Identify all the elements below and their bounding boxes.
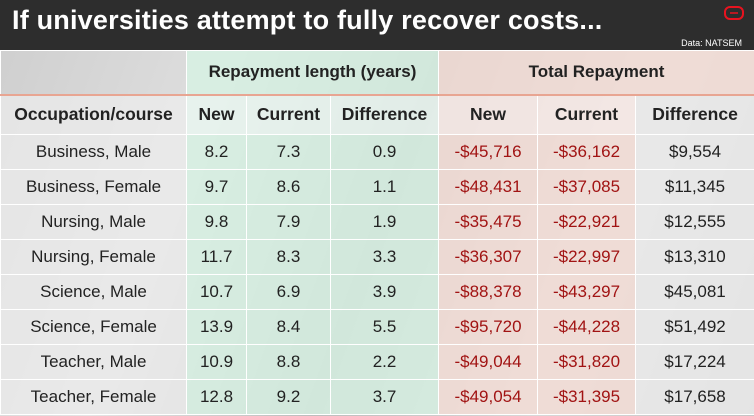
length-current-cell: 8.8 <box>246 344 331 380</box>
occupation-cell: Teacher, Male <box>0 344 187 380</box>
repayment-new-cell: -$35,475 <box>438 204 539 240</box>
repayment-difference-cell: $11,345 <box>635 169 754 205</box>
group-header-total-repayment: Total Repayment <box>438 50 754 95</box>
repayment-difference-cell: $13,310 <box>635 239 754 275</box>
length-new-cell: 10.7 <box>186 274 247 310</box>
column-header-repayment-current: Current <box>537 93 637 135</box>
repayment-difference-cell: $17,224 <box>635 344 754 380</box>
length-difference-cell: 2.2 <box>329 344 440 380</box>
column-header-length-new: New <box>186 93 247 135</box>
length-current-cell: 8.6 <box>246 169 331 205</box>
repayment-difference-cell: $45,081 <box>635 274 754 310</box>
occupation-cell: Science, Female <box>0 309 187 345</box>
length-new-cell: 9.8 <box>186 204 247 240</box>
repayment-current-cell: -$22,921 <box>537 204 637 240</box>
repayment-current-cell: -$31,820 <box>537 344 637 380</box>
table-row: Business, Male 8.2 7.3 0.9 -$45,716 -$36,162 $… <box>0 134 754 170</box>
column-header-repayment-new: New <box>438 93 539 135</box>
repayment-new-cell: -$45,716 <box>438 134 539 170</box>
header-bar: If universities attempt to fully recover… <box>0 0 754 50</box>
repayment-table: Repayment length (years) Total Repayment… <box>0 50 754 415</box>
column-header-length-difference: Difference <box>329 93 440 135</box>
length-current-cell: 7.3 <box>246 134 331 170</box>
length-current-cell: 8.3 <box>246 239 331 275</box>
repayment-current-cell: -$37,085 <box>537 169 637 205</box>
repayment-difference-cell: $17,658 <box>635 379 754 415</box>
length-difference-cell: 1.9 <box>329 204 440 240</box>
logo-icon <box>724 6 744 20</box>
column-header-occupation: Occupation/course <box>0 93 187 135</box>
length-current-cell: 8.4 <box>246 309 331 345</box>
table-row: Science, Female 13.9 8.4 5.5 -$95,720 -$44,22… <box>0 309 754 345</box>
occupation-cell: Business, Female <box>0 169 187 205</box>
repayment-difference-cell: $9,554 <box>635 134 754 170</box>
column-header-repayment-difference: Difference <box>635 93 754 135</box>
length-difference-cell: 3.3 <box>329 239 440 275</box>
occupation-cell: Business, Male <box>0 134 187 170</box>
occupation-cell: Science, Male <box>0 274 187 310</box>
occupation-cell: Teacher, Female <box>0 379 187 415</box>
length-difference-cell: 1.1 <box>329 169 440 205</box>
table-row: Teacher, Male 10.9 8.8 2.2 -$49,044 -$31,820 $… <box>0 344 754 380</box>
table-row: Nursing, Male 9.8 7.9 1.9 -$35,475 -$22,921 $1… <box>0 204 754 240</box>
length-difference-cell: 3.9 <box>329 274 440 310</box>
repayment-new-cell: -$88,378 <box>438 274 539 310</box>
length-difference-cell: 5.5 <box>329 309 440 345</box>
table-row: Business, Female 9.7 8.6 1.1 -$48,431 -$37,08… <box>0 169 754 205</box>
length-difference-cell: 3.7 <box>329 379 440 415</box>
length-current-cell: 9.2 <box>246 379 331 415</box>
page-title: If universities attempt to fully recover… <box>12 5 603 35</box>
occupation-cell: Nursing, Male <box>0 204 187 240</box>
table-row: Teacher, Female 12.8 9.2 3.7 -$49,054 -$31,39… <box>0 379 754 415</box>
header-blank-cell <box>0 50 187 95</box>
table-row: Science, Male 10.7 6.9 3.9 -$88,378 -$43,297 $… <box>0 274 754 310</box>
group-header-repayment-length: Repayment length (years) <box>185 50 440 95</box>
length-new-cell: 13.9 <box>186 309 247 345</box>
occupation-cell: Nursing, Female <box>0 239 187 275</box>
repayment-new-cell: -$36,307 <box>438 239 539 275</box>
repayment-new-cell: -$49,044 <box>438 344 539 380</box>
repayment-current-cell: -$31,395 <box>537 379 637 415</box>
repayment-current-cell: -$22,997 <box>537 239 637 275</box>
length-new-cell: 10.9 <box>186 344 247 380</box>
length-current-cell: 7.9 <box>246 204 331 240</box>
column-header-length-current: Current <box>246 93 331 135</box>
repayment-current-cell: -$44,228 <box>537 309 637 345</box>
length-new-cell: 8.2 <box>186 134 247 170</box>
repayment-new-cell: -$49,054 <box>438 379 539 415</box>
repayment-current-cell: -$43,297 <box>537 274 637 310</box>
length-new-cell: 11.7 <box>186 239 247 275</box>
repayment-difference-cell: $12,555 <box>635 204 754 240</box>
table-row: Nursing, Female 11.7 8.3 3.3 -$36,307 -$22,99… <box>0 239 754 275</box>
length-difference-cell: 0.9 <box>329 134 440 170</box>
length-new-cell: 9.7 <box>186 169 247 205</box>
repayment-new-cell: -$48,431 <box>438 169 539 205</box>
data-source: Data: NATSEM <box>681 38 742 48</box>
repayment-current-cell: -$36,162 <box>537 134 637 170</box>
length-new-cell: 12.8 <box>186 379 247 415</box>
repayment-new-cell: -$95,720 <box>438 309 539 345</box>
repayment-difference-cell: $51,492 <box>635 309 754 345</box>
length-current-cell: 6.9 <box>246 274 331 310</box>
